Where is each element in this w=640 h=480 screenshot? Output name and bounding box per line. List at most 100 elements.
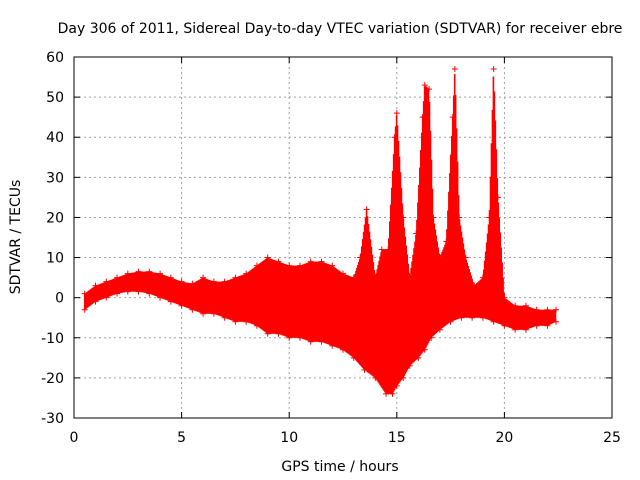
data-point — [114, 274, 121, 281]
data-point — [350, 354, 357, 361]
data-point — [400, 214, 407, 221]
data-point — [421, 346, 428, 353]
data-point — [443, 238, 450, 245]
data-point — [430, 214, 437, 221]
data-point — [286, 262, 293, 269]
data-point — [221, 314, 228, 321]
axis-ticks: 0 5 10 15 20 25 -30 -20 -10 0 10 20 30 40 50 60 — [41, 50, 621, 446]
data-point — [264, 254, 271, 261]
data-point — [406, 274, 413, 281]
data-point — [189, 306, 196, 313]
y-tick-label: 40 — [46, 130, 64, 146]
x-tick-label: 0 — [70, 430, 79, 446]
data-point — [189, 280, 196, 287]
y-tick-label: 30 — [46, 170, 64, 186]
data-band — [83, 73, 557, 394]
data-point — [296, 334, 303, 341]
data-point — [471, 282, 478, 289]
data-point — [307, 258, 314, 265]
data-point — [232, 318, 239, 325]
data-point — [479, 314, 486, 321]
data-point — [200, 310, 207, 317]
data-point — [428, 334, 435, 341]
data-point — [146, 290, 153, 297]
data-point — [426, 86, 433, 93]
data-point — [553, 306, 560, 313]
data-point — [232, 274, 239, 281]
data-point — [210, 278, 217, 285]
data-point — [533, 306, 540, 313]
data-point — [157, 270, 164, 277]
data-point — [372, 374, 379, 381]
y-tick-label: 50 — [46, 90, 64, 106]
data-point — [340, 346, 346, 353]
data-point — [178, 302, 185, 309]
data-point — [413, 230, 420, 237]
data-point — [512, 302, 519, 309]
data-point — [462, 254, 469, 261]
data-point — [350, 274, 357, 281]
data-point — [124, 270, 131, 277]
data-point — [393, 382, 400, 389]
data-point — [419, 114, 426, 121]
data-point — [92, 298, 99, 305]
data-point — [544, 322, 551, 329]
data-point — [469, 314, 476, 321]
data-point — [253, 322, 260, 329]
data-point — [363, 206, 370, 213]
x-tick-label: 5 — [177, 430, 186, 446]
data-point — [200, 274, 207, 281]
data-point — [501, 322, 508, 329]
data-point — [451, 66, 458, 73]
data-point — [544, 306, 551, 313]
data-point — [479, 274, 486, 281]
y-axis-label: SDTVAR / TECUs — [8, 180, 24, 295]
data-point — [157, 294, 164, 301]
data-point — [329, 342, 336, 349]
data-point — [167, 298, 174, 305]
data-point — [103, 294, 110, 301]
data-point — [167, 274, 174, 281]
data-point — [81, 290, 88, 297]
y-tick-label: -20 — [41, 371, 64, 387]
data-point — [146, 268, 153, 275]
data-point — [389, 390, 396, 397]
data-point — [383, 390, 390, 397]
x-axis-label: GPS time / hours — [281, 459, 398, 475]
data-point — [456, 214, 463, 221]
data-point — [378, 246, 385, 253]
data-point — [340, 270, 346, 277]
y-tick-label: 20 — [46, 210, 64, 226]
data-point — [210, 310, 217, 317]
data-point — [512, 326, 519, 333]
data-point — [415, 354, 422, 361]
data-point — [264, 330, 271, 337]
data-point — [447, 318, 454, 325]
data-point — [81, 306, 88, 313]
data-point — [421, 82, 428, 89]
y-tick-label: -10 — [41, 331, 64, 347]
data-point — [92, 282, 99, 289]
data-point — [449, 114, 456, 121]
data-point — [486, 214, 493, 221]
y-tick-label: 0 — [55, 291, 64, 307]
data-point — [361, 366, 368, 373]
data-point — [135, 268, 142, 275]
data-point — [393, 110, 400, 117]
data-point — [253, 262, 260, 269]
data-point — [490, 318, 497, 325]
x-tick-label: 10 — [280, 430, 298, 446]
data-point — [307, 338, 314, 345]
data-point — [494, 194, 501, 201]
data-point — [114, 290, 121, 297]
data-point — [275, 330, 282, 337]
data-point — [436, 254, 443, 261]
data-point — [501, 294, 508, 301]
data-point — [391, 134, 398, 141]
data-series — [81, 66, 560, 397]
data-point — [406, 362, 413, 369]
x-tick-label: 20 — [495, 430, 513, 446]
data-point — [522, 326, 529, 333]
data-point — [296, 262, 303, 269]
